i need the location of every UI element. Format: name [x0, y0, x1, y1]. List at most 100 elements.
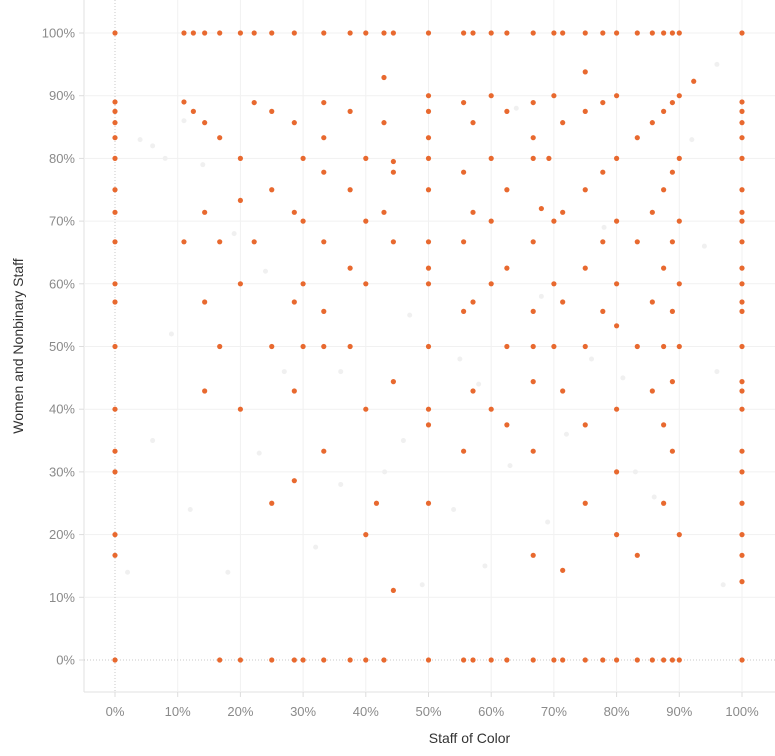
faded-point	[714, 61, 720, 67]
data-point	[530, 99, 536, 106]
x-axis-ticks: 0% 10% 20% 30% 40% 50% 60% 70% 80% 90% 100%	[106, 704, 759, 719]
data-point	[425, 500, 432, 506]
data-point	[614, 469, 620, 475]
data-point	[390, 587, 396, 594]
data-point	[560, 209, 566, 215]
data-point	[551, 93, 557, 99]
data-point	[112, 135, 118, 141]
x-tick-label: 100%	[725, 704, 759, 719]
data-point	[425, 155, 432, 161]
data-point	[300, 657, 306, 663]
faded-point	[701, 243, 707, 249]
data-point	[600, 308, 606, 314]
faded-point	[262, 268, 268, 274]
y-tick-label: 100%	[42, 26, 76, 41]
data-point	[470, 299, 476, 305]
y-tick-label: 90%	[49, 88, 75, 103]
data-point	[425, 135, 432, 141]
data-point	[269, 187, 275, 193]
data-point	[551, 218, 557, 224]
data-point	[560, 30, 566, 36]
y-axis-ticks: 0% 10% 20% 30% 40% 50% 60% 70% 80% 90% 100%	[42, 26, 76, 668]
data-point	[425, 422, 432, 428]
faded-point	[457, 356, 463, 362]
data-point	[669, 169, 676, 175]
data-point	[321, 135, 327, 141]
data-point	[363, 281, 369, 287]
y-tick-label: 10%	[49, 590, 75, 605]
data-point	[739, 218, 745, 224]
data-point	[538, 205, 544, 212]
data-point	[217, 135, 223, 141]
data-point	[425, 281, 432, 287]
data-point	[582, 265, 588, 271]
data-point	[470, 30, 476, 36]
data-point	[634, 135, 640, 141]
data-point	[190, 108, 196, 114]
faded-point	[507, 463, 513, 469]
data-point	[425, 93, 432, 99]
data-point	[291, 30, 297, 36]
y-tick-label: 20%	[49, 527, 75, 542]
data-point	[251, 30, 257, 36]
data-point	[614, 93, 620, 99]
data-point	[739, 532, 745, 538]
data-point	[600, 169, 606, 175]
data-point	[739, 281, 745, 287]
faded-point	[181, 118, 187, 124]
data-point	[739, 265, 745, 271]
data-point	[269, 30, 275, 36]
data-point	[300, 155, 306, 161]
data-point	[461, 99, 467, 106]
y-tick-label: 30%	[49, 464, 75, 479]
data-point	[112, 552, 118, 558]
data-point	[470, 388, 476, 394]
data-point	[202, 120, 208, 126]
x-tick-label: 10%	[165, 704, 191, 719]
data-point	[488, 281, 494, 287]
data-point	[649, 30, 655, 36]
data-point	[425, 239, 432, 245]
data-point	[504, 265, 510, 271]
data-point	[504, 108, 510, 114]
faded-point	[338, 369, 344, 375]
data-point	[661, 657, 667, 663]
data-point	[739, 406, 745, 412]
data-point	[661, 187, 667, 193]
data-point	[661, 500, 667, 506]
data-point	[217, 657, 223, 663]
x-tick-label: 0%	[106, 704, 125, 719]
faded-point	[382, 469, 388, 475]
data-point	[669, 239, 676, 245]
faded-point	[137, 137, 143, 143]
data-point	[347, 343, 353, 350]
data-point	[634, 30, 640, 36]
data-point	[390, 169, 396, 175]
data-point	[237, 197, 243, 204]
data-point	[582, 30, 588, 36]
faded-point	[620, 375, 626, 381]
data-point	[470, 657, 476, 663]
data-point	[661, 265, 667, 271]
data-point	[649, 120, 655, 126]
faded-point	[338, 481, 344, 487]
faded-point	[513, 105, 519, 111]
data-point	[381, 30, 387, 36]
data-point	[381, 209, 387, 215]
data-point	[669, 448, 676, 454]
data-point	[202, 209, 208, 215]
data-point	[347, 108, 353, 114]
data-point	[676, 281, 682, 287]
faded-point	[187, 507, 193, 513]
data-point	[739, 187, 745, 193]
data-point	[649, 209, 655, 215]
faded-point	[168, 331, 174, 337]
data-point	[614, 30, 620, 36]
data-point	[251, 239, 257, 245]
faded-point	[689, 137, 695, 143]
data-point	[676, 155, 682, 161]
faded-point	[256, 450, 262, 456]
data-point	[739, 135, 745, 141]
data-point	[291, 120, 297, 126]
faded-point	[419, 582, 425, 588]
